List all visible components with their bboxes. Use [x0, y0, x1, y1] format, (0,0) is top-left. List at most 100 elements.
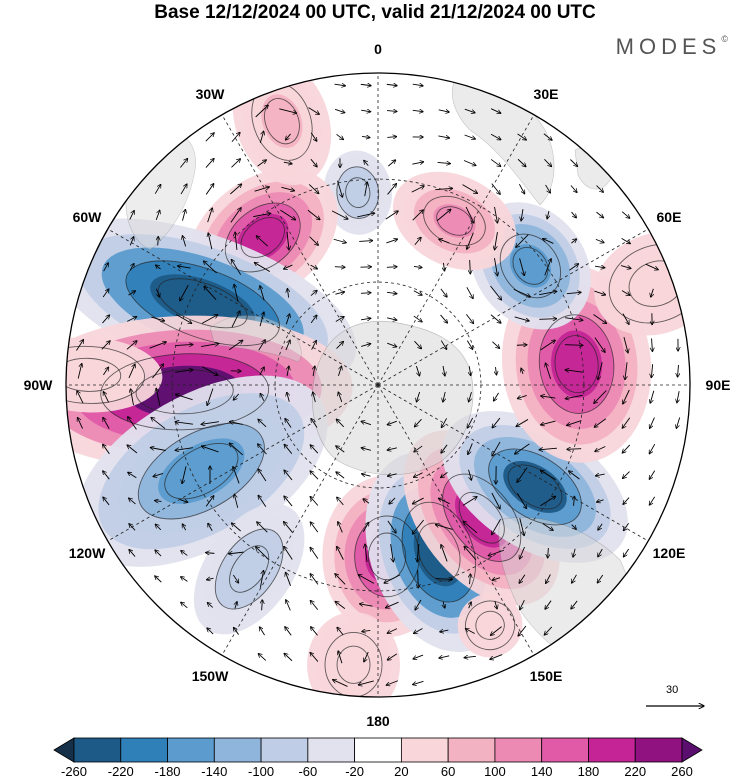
wind-arrow [539, 448, 558, 450]
wind-arrow [595, 474, 605, 476]
meridian-line [377, 114, 535, 386]
wind-arrow [495, 366, 496, 375]
wind-arrow [623, 548, 630, 557]
wind-arrow [310, 574, 319, 585]
wind-arrow [101, 341, 110, 350]
wind-arrow [361, 344, 371, 347]
wind-arrow [566, 292, 581, 293]
wind-arrow [564, 345, 583, 346]
longitude-label: 30E [533, 86, 559, 102]
wind-arrow [201, 315, 218, 324]
wind-arrow [310, 445, 319, 454]
wind-arrow [285, 340, 290, 351]
wind-arrow [593, 314, 606, 323]
wind-arrow [463, 521, 478, 534]
wind-arrow [413, 290, 422, 296]
wind-arrow [128, 417, 137, 430]
wind-arrow [129, 498, 136, 505]
wind-arrow [201, 343, 219, 347]
wind-arrow [413, 315, 422, 322]
wind-arrow [492, 578, 501, 581]
colorbar-tick-label: 260 [671, 764, 693, 779]
wind-arrow [595, 266, 605, 268]
wind-arrow [231, 523, 241, 532]
wind-arrow [308, 184, 319, 193]
wind-arrow [336, 472, 345, 479]
colorbar-swatch [681, 737, 703, 763]
wind-arrow [284, 444, 293, 454]
wind-arrow [337, 497, 344, 506]
wind-arrow [333, 680, 348, 687]
contour-line [66, 357, 122, 392]
wind-arrow [254, 187, 270, 192]
longitude-label: 90W [23, 377, 53, 393]
wind-arrow [435, 579, 453, 580]
wind-arrow [386, 680, 399, 686]
wind-arrow [414, 418, 422, 427]
wind-arrow [385, 211, 399, 220]
wind-arrow [230, 208, 241, 223]
wind-arrow [651, 288, 654, 297]
longitude-label: 60E [656, 209, 682, 225]
colorbar-tick-label: 20 [394, 764, 409, 779]
wind-arrow [570, 159, 577, 166]
wind-arrow [521, 368, 523, 375]
wind-arrow [201, 446, 219, 453]
contour-line [66, 345, 145, 404]
wind-arrow [544, 626, 553, 635]
wind-arrow [338, 651, 343, 664]
contour-line [345, 177, 371, 209]
longitude-label: 120W [68, 545, 106, 561]
wind-arrow [103, 367, 108, 376]
wind-arrow [77, 363, 82, 379]
wind-arrow [262, 600, 263, 611]
wind-arrow [513, 288, 530, 296]
wind-arrow [466, 340, 472, 350]
wind-arrow [678, 364, 679, 377]
contour-line [401, 501, 476, 603]
colorbar-swatch [447, 737, 496, 763]
wind-arrow [179, 500, 188, 503]
wind-arrow [311, 627, 318, 636]
wind-arrow [623, 337, 628, 353]
wind-arrow [234, 494, 239, 508]
wind-arrow [362, 630, 371, 631]
wind-arrow [287, 366, 289, 377]
wind-arrow [622, 417, 631, 428]
longitude-label: 60W [72, 209, 102, 225]
wind-arrow [285, 627, 292, 636]
wind-arrow [594, 337, 605, 353]
wind-arrow [463, 160, 476, 165]
contour-line [499, 233, 562, 299]
wind-arrow [623, 523, 630, 530]
wind-arrow [539, 319, 556, 320]
wind-arrow [469, 391, 472, 402]
wind-arrow [387, 628, 398, 634]
wind-arrow [285, 314, 289, 325]
wind-arrow [175, 394, 193, 401]
colorbar-swatch [400, 737, 449, 763]
wind-arrow [154, 184, 161, 194]
wind-arrow [411, 186, 425, 193]
wind-arrow [102, 289, 109, 298]
contour-line [135, 369, 234, 415]
wind-arrow [311, 418, 318, 428]
wind-arrow [441, 545, 448, 562]
wind-arrow [438, 498, 450, 505]
wind-arrow [437, 162, 451, 163]
wind-arrow [490, 133, 501, 139]
wind-arrow [207, 603, 214, 608]
wind-arrow [677, 391, 679, 403]
wind-arrow [284, 470, 293, 481]
wind-arrow [232, 574, 238, 583]
wind-arrow [360, 318, 371, 320]
wind-arrow [621, 290, 630, 296]
colorbar-swatch [213, 737, 262, 763]
wind-arrow [515, 443, 530, 454]
modes-logo: MODES© [615, 34, 728, 59]
wind-arrow [622, 444, 631, 453]
wind-arrow [595, 446, 606, 451]
wind-arrow [469, 602, 472, 609]
wind-arrow [127, 317, 137, 322]
wind-arrow [596, 185, 604, 193]
